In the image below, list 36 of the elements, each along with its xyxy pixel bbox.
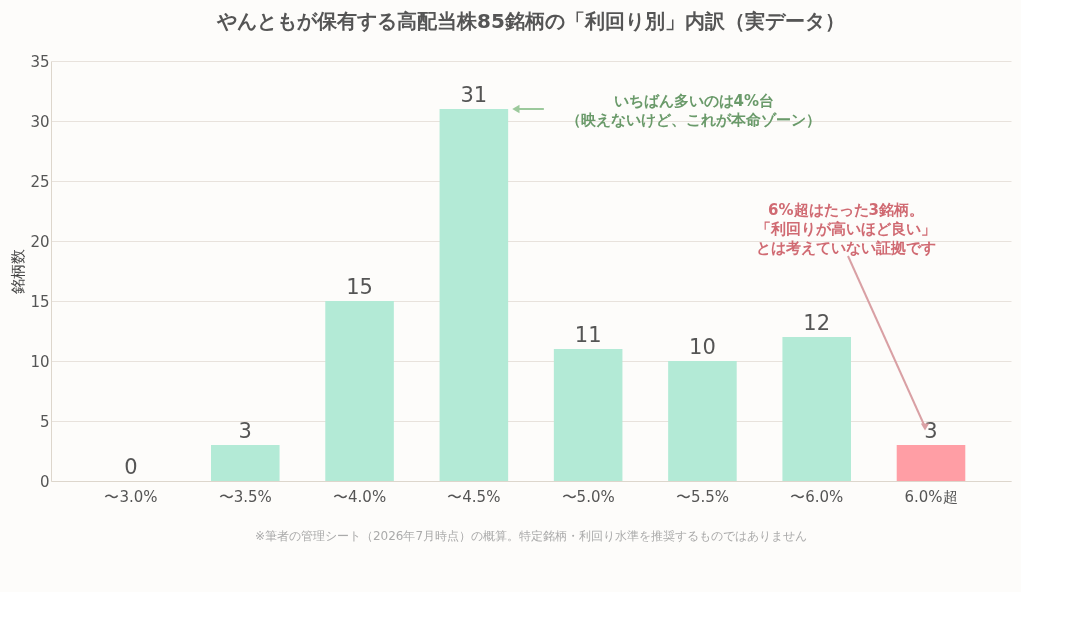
bar	[211, 445, 280, 481]
x-tick-label: 〜6.0%	[790, 487, 844, 506]
bar	[896, 445, 966, 481]
y-tick-label: 10	[30, 352, 50, 371]
bar	[439, 109, 509, 481]
text: ※筆者の管理シート（2026年7月時点）の概算。特定銘柄・利回り水準を推奨するものではありません	[254, 529, 808, 543]
data-label: 3	[238, 419, 252, 443]
x-tick-label: 6.0%超	[904, 487, 958, 506]
y-tick-label: 15	[30, 292, 50, 311]
bar	[325, 301, 394, 481]
data-label: 12	[803, 311, 831, 335]
y-tick-label: 25	[30, 172, 50, 191]
y-tick-label: 5	[39, 412, 50, 431]
chart-title: やんともが保有する高配当株85銘柄の「利回り別」内訳（実データ）	[216, 9, 845, 33]
y-tick-label: 20	[30, 232, 50, 251]
y-tick-label: 0	[39, 472, 50, 491]
x-tick-label: 〜5.5%	[675, 487, 729, 506]
data-label: 0	[124, 455, 138, 479]
data-label: 11	[574, 323, 602, 347]
bar	[668, 361, 737, 481]
bar	[553, 349, 623, 481]
y-axis-title: 銘柄数	[9, 249, 28, 294]
x-tick-label: 〜3.5%	[218, 487, 272, 506]
annotation: 6%超はたった3銘柄。「利回りが高いほど良い」とは考えていない証拠です	[756, 201, 936, 257]
x-tick-label: 〜5.0%	[561, 487, 615, 506]
x-tick-label: 〜3.0%	[104, 487, 158, 506]
data-label: 31	[460, 83, 488, 107]
data-label: 3	[924, 419, 938, 443]
annotation: いちばん多いのは4%台（映えないけど、これが本命ゾーン）	[566, 92, 822, 129]
data-label: 15	[346, 275, 373, 299]
x-tick-label: 〜4.0%	[333, 487, 387, 506]
x-tick-label: 〜4.5%	[447, 487, 501, 506]
data-label: 10	[689, 335, 716, 359]
y-tick-label: 30	[30, 112, 50, 131]
y-tick-label: 35	[30, 52, 50, 71]
bar	[782, 337, 851, 481]
